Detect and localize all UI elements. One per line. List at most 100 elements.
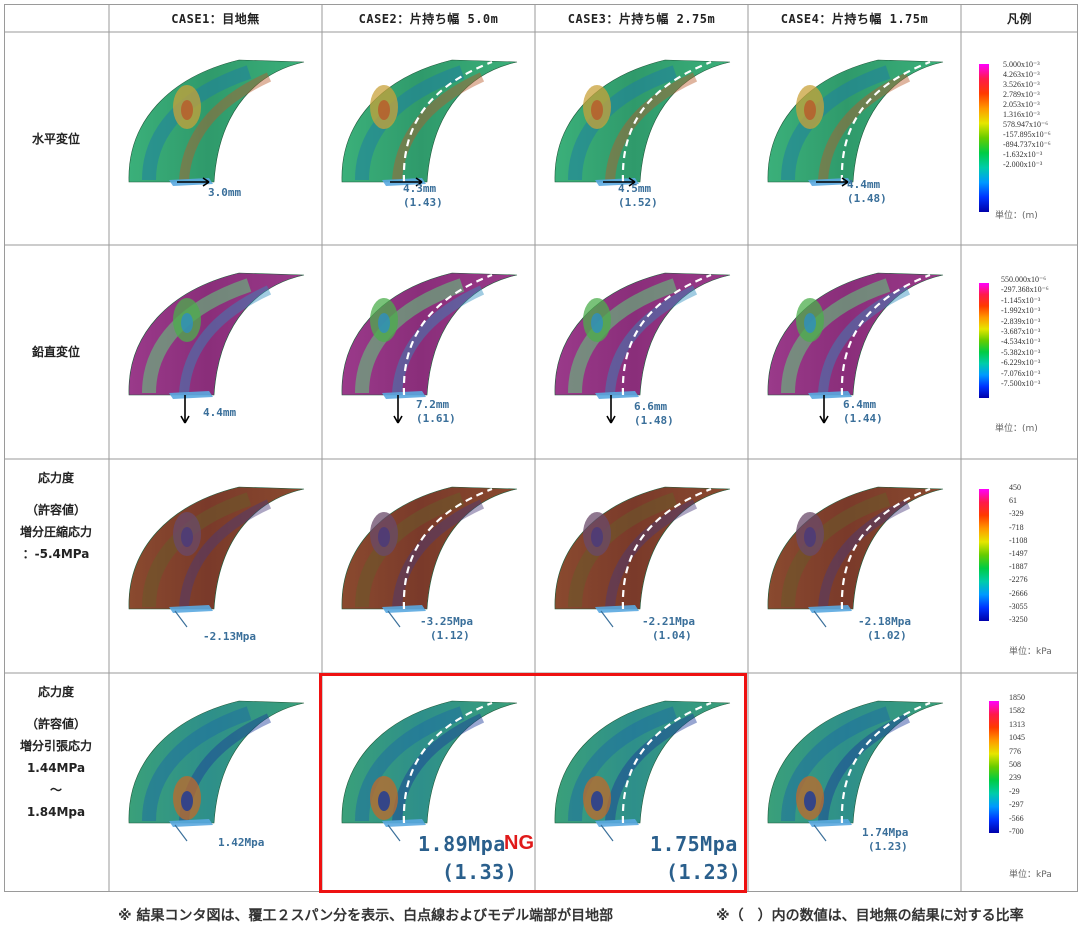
legend-tick-label: 578.947x10⁻⁶ [1003, 120, 1049, 129]
contour-plot-r1-c4 [767, 59, 944, 187]
legend-tick-label: 2.053x10⁻³ [1003, 100, 1040, 109]
row-label-horizontal-displacement: 水平変位 [4, 32, 108, 245]
joint-dashed-line [621, 60, 712, 183]
ng-badge: NG [504, 832, 534, 854]
legend-tick-label: -2.839x10⁻³ [1001, 316, 1041, 326]
legend-tick-label: 1850 [1009, 693, 1025, 702]
contour-band [392, 499, 485, 608]
legend-tick-label: 550.000x10⁻⁶ [1001, 275, 1047, 284]
lining-shell [128, 59, 305, 183]
contour-plot-r4-c1 [128, 700, 305, 842]
displacement-arrow [819, 395, 829, 424]
displacement-arrow [177, 177, 210, 187]
row-label-line: （許容値） [25, 717, 86, 731]
value-r1-c3: 4.5mm [618, 182, 652, 195]
joint-dashed-line [621, 487, 712, 610]
contour-band [818, 713, 911, 822]
ratio-r1-c2: (1.43) [403, 196, 443, 209]
value-r4-c4: 1.74Mpa [862, 826, 909, 839]
contour-plot-r1-c1 [128, 59, 305, 187]
contour-hotspot-core [378, 313, 390, 333]
joint-dashed-line [840, 273, 931, 396]
contour-plot-r3-c1 [128, 486, 305, 628]
row-label-line: ～ [49, 783, 62, 797]
legend-tick-label: 508 [1009, 760, 1021, 769]
row-label-vertical-displacement: 鉛直変位 [4, 245, 108, 459]
legend-tick-label: -2.000x10⁻³ [1003, 160, 1043, 169]
displacement-arrow [816, 177, 849, 187]
value-r1-c4: 4.4mm [847, 178, 881, 191]
leader-line [600, 824, 614, 842]
legend-tick-label: 1313 [1009, 719, 1025, 729]
legend-tick-label: -1.632x10⁻³ [1003, 150, 1043, 159]
contour-plot-r1-c2 [341, 59, 518, 187]
ratio-r3-c3: (1.04) [652, 629, 692, 642]
value-r4-c2: 1.89Mpa [418, 832, 506, 856]
contour-band [179, 72, 272, 181]
legend-tick-label: -1108 [1009, 535, 1028, 545]
legend-tensile: 1850 1582 1313 1045 776 508 239 -29 -297 -566 -700… [961, 673, 1078, 888]
row-label-line: 増分圧縮応力 [19, 525, 92, 539]
contour-band [179, 499, 272, 608]
joint-dashed-line [402, 487, 493, 610]
legend-tick-label: -157.895x10⁻⁶ [1003, 130, 1051, 139]
legend-tick-label: -329 [1009, 509, 1024, 519]
legend-unit: 単位：(m) [995, 211, 1038, 221]
legend-tick-label: -297.368x10⁻⁶ [1001, 285, 1049, 295]
legend-tick-label: -3250 [1009, 615, 1028, 624]
contour-band [605, 72, 698, 181]
leader-line [174, 610, 188, 628]
legend-tick-label: 4.263x10⁻³ [1003, 70, 1040, 79]
legend-tick-label: -7.500x10⁻³ [1001, 379, 1041, 388]
legend-tick-label: 776 [1009, 746, 1021, 756]
row-label-tensile-stress: 応力度 （許容値） 増分引張応力 1.44MPa ～ 1.84Mpa [4, 673, 108, 892]
header-legend: 凡例 [1006, 11, 1032, 26]
contour-hotspot-core [804, 527, 816, 547]
joint-dashed-line [402, 701, 493, 824]
legend-tick-label: -1.145x10⁻³ [1001, 295, 1041, 305]
row-label-text: 水平変位 [31, 131, 80, 146]
legend-tick-label: -894.737x10⁻⁶ [1003, 140, 1051, 149]
contour-band [392, 713, 485, 822]
leader-line [813, 610, 827, 628]
legend-tick-label: -6.229x10⁻³ [1001, 358, 1041, 368]
contour-band [781, 706, 891, 822]
displacement-arrow [603, 177, 636, 187]
leader-line [174, 824, 188, 842]
legend-tick-label: -3055 [1009, 601, 1028, 611]
legend-unit: 単位：kPa [1009, 647, 1052, 657]
contour-plot-r4-c3 [554, 700, 731, 842]
legend-tick-label: -718 [1009, 522, 1024, 532]
contour-hotspot-core [181, 527, 193, 547]
legend-unit: 単位：kPa [1009, 870, 1052, 880]
ratio-r2-c3: (1.48) [634, 414, 674, 427]
value-r1-c1: 3.0mm [208, 186, 242, 199]
contour-plot-r2-c4 [767, 272, 944, 424]
contour-plot-r1-c3 [554, 59, 731, 187]
legend-compressive: 450 61 -329 -718 -1108 -1497 -1887 -2276 -2666 -3… [961, 459, 1078, 664]
legend-tick-label: -2666 [1009, 588, 1028, 598]
row-label-compressive-stress: 応力度 （許容値） 増分圧縮応力 ：-5.4MPa [4, 459, 108, 673]
leader-line [813, 824, 827, 842]
contour-band [142, 706, 252, 822]
ratio-r4-c2: (1.33) [442, 860, 518, 884]
contour-band [355, 706, 465, 822]
contour-hotspot-core [591, 100, 603, 120]
ratio-r2-c2: (1.61) [416, 412, 456, 425]
leader-line [387, 824, 401, 842]
value-r2-c2: 7.2mm [416, 398, 450, 411]
legend-tick-label: -1887 [1009, 562, 1028, 572]
ratio-r1-c3: (1.52) [618, 196, 658, 209]
row-label-line: ：-5.4MPa [22, 547, 90, 561]
joint-dashed-line [621, 701, 712, 824]
ratio-r2-c4: (1.44) [843, 412, 883, 425]
contour-plot-r4-c2 [341, 700, 518, 842]
contour-hotspot-core [181, 100, 193, 120]
header-case4: CASE4：片持ち幅 1.75m [780, 11, 929, 26]
footing-plate [169, 391, 213, 399]
footnote-contour: ※ 結果コンタ図は、覆工２スパン分を表示、白点線およびモデル端部が目地部 [118, 908, 614, 924]
legend-tick-label: -3.687x10⁻³ [1001, 327, 1041, 336]
joint-dashed-line [840, 487, 931, 610]
legend-tick-label: -5.382x10⁻³ [1001, 347, 1041, 357]
contour-band [605, 499, 698, 608]
